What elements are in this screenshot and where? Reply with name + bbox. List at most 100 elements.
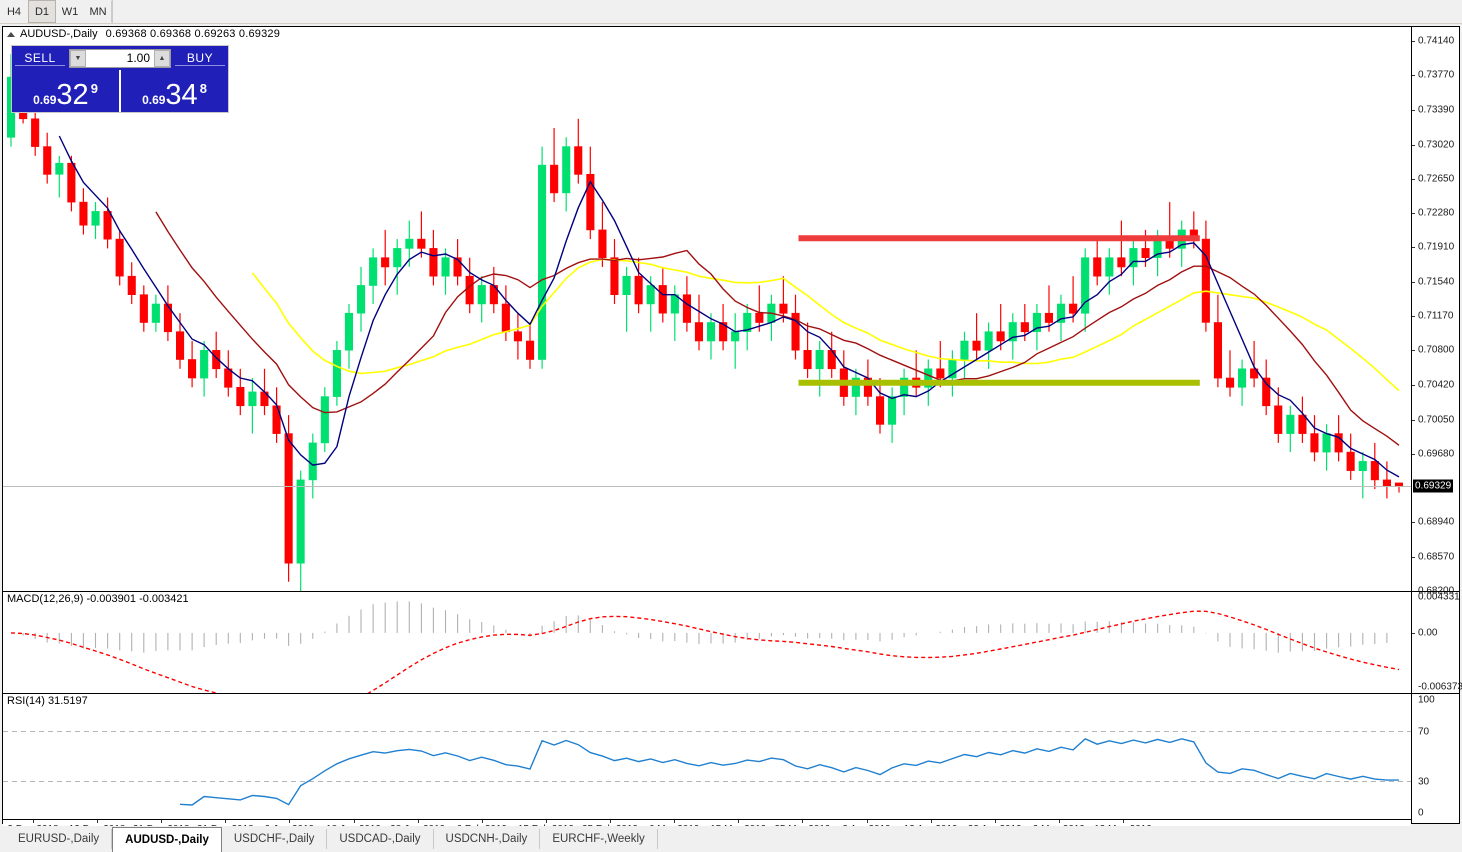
date-tick-mark: [674, 820, 676, 823]
sell-button[interactable]: 0.69 32 9: [12, 70, 119, 112]
date-tick-mark: [930, 820, 932, 823]
date-tick-mark: [1123, 820, 1124, 823]
price-tick-mark: [1412, 281, 1415, 283]
chart-info-line: AUDUSD-,Daily 0.69368 0.69368 0.69263 0.…: [3, 27, 1411, 41]
macd-pane[interactable]: MACD(12,26,9) -0.003901 -0.003421: [3, 591, 1411, 693]
price-tick-mark: [1412, 419, 1415, 421]
macd-tick-mark: [1412, 632, 1415, 634]
volume-input[interactable]: ▼ 1.00 ▲: [69, 48, 171, 68]
chevron-up-icon[interactable]: ▲: [154, 49, 170, 67]
date-tick-mark: [738, 820, 740, 823]
trade-panel-top-row: SELL ▼ 1.00 ▲ BUY: [12, 46, 228, 70]
sell-price-big: 32: [56, 79, 89, 111]
timeframe-w1[interactable]: W1: [56, 0, 84, 23]
price-tick-label: 0.71910: [1418, 241, 1455, 253]
price-tick-label: 0.70420: [1418, 379, 1455, 391]
tab-eurchf-weekly[interactable]: EURCHF-,Weekly: [540, 829, 658, 849]
price-tick-mark: [1412, 350, 1415, 352]
price-tick-label: 0.70050: [1418, 414, 1455, 426]
price-tick-label: 0.69680: [1418, 448, 1455, 460]
price-tick-label: 0.72280: [1418, 207, 1455, 219]
rsi-tick-label: 0: [1418, 807, 1424, 819]
buy-button[interactable]: 0.69 34 8: [119, 70, 228, 112]
price-tick-mark: [1412, 41, 1415, 42]
date-tick-mark: [866, 820, 868, 823]
tab-usdcnh-daily[interactable]: USDCNH-,Daily: [433, 829, 541, 849]
scale-separator: [1412, 693, 1460, 694]
tab-eurusd-daily[interactable]: EURUSD-,Daily: [6, 829, 113, 849]
timeframe-toolbar: H4 D1 W1 MN: [0, 0, 1462, 24]
scale-separator: [1412, 591, 1460, 592]
sell-label[interactable]: SELL: [15, 51, 65, 66]
toolbar-empty-area: [112, 0, 1462, 23]
rsi-pane[interactable]: RSI(14) 31.5197: [3, 693, 1411, 819]
timeframe-d1[interactable]: D1: [28, 0, 56, 23]
date-tick-mark: [1058, 820, 1060, 823]
price-tick-label: 0.68570: [1418, 551, 1455, 563]
buy-price-base: 0.69: [142, 93, 166, 107]
price-tick-label: 0.73020: [1418, 139, 1455, 151]
rsi-tick-label: 100: [1418, 694, 1435, 706]
chart-ohlc-values: 0.69368 0.69368 0.69263 0.69329: [105, 28, 281, 40]
macd-tick-label: 0.004331: [1418, 591, 1460, 603]
macd-label: MACD(12,26,9) -0.003901 -0.003421: [7, 593, 191, 605]
price-tick-mark: [1412, 144, 1415, 146]
rsi-chart-canvas: [3, 731, 1411, 806]
date-tick-mark: [353, 820, 355, 823]
date-tick-mark: [225, 820, 227, 823]
date-tick-mark: [545, 820, 547, 823]
triangle-up-icon[interactable]: [7, 31, 15, 37]
price-pane[interactable]: [3, 41, 1411, 591]
macd-tick-label: 0.00: [1418, 627, 1438, 639]
chart-window: AUDUSD-,Daily 0.69368 0.69368 0.69263 0.…: [2, 26, 1462, 841]
buy-price-big: 34: [165, 79, 198, 111]
date-tick-mark: [802, 820, 804, 823]
macd-chart-canvas: [10, 601, 1400, 693]
price-tick-label: 0.70800: [1418, 344, 1455, 356]
tab-usdchf-daily[interactable]: USDCHF-,Daily: [221, 829, 328, 849]
price-tick-mark: [1412, 75, 1415, 77]
trade-panel-prices: 0.69 32 9 0.69 34 8: [12, 70, 228, 112]
price-tick-label: 0.74140: [1418, 35, 1455, 47]
buy-label[interactable]: BUY: [175, 51, 225, 66]
timeframe-mn[interactable]: MN: [84, 0, 112, 23]
rsi-label: RSI(14) 31.5197: [7, 695, 90, 707]
sell-price-base: 0.69: [33, 93, 57, 107]
chart-tab-bar: EURUSD-,Daily AUDUSD-,Daily USDCHF-,Dail…: [0, 826, 1462, 852]
rsi-tick-label: 30: [1418, 776, 1430, 787]
one-click-trading-panel[interactable]: SELL ▼ 1.00 ▲ BUY 0.69 32 9 0.69 34 8: [11, 45, 229, 113]
price-scale[interactable]: 0.74140 0.73770 0.73390 0.73020 0.72650 0.722…: [1411, 27, 1462, 823]
date-tick-mark: [33, 820, 34, 823]
price-tick-mark: [1412, 385, 1415, 387]
chart-symbol-label: AUDUSD-,Daily: [20, 28, 98, 40]
price-tick-mark: [1412, 556, 1415, 558]
price-tick-mark: [1412, 522, 1415, 524]
volume-value[interactable]: 1.00: [86, 49, 154, 67]
rsi-tick-label: 70: [1418, 726, 1430, 737]
chevron-down-icon[interactable]: ▼: [70, 49, 86, 67]
tab-bar-empty-area: [658, 826, 1462, 852]
price-tick-mark: [1412, 178, 1415, 180]
price-tick-mark: [1412, 213, 1415, 215]
price-tick-label: 0.71170: [1418, 310, 1454, 322]
date-tick-mark: [481, 820, 483, 823]
tab-audusd-daily[interactable]: AUDUSD-,Daily: [112, 827, 222, 852]
price-tick-mark: [1412, 247, 1415, 249]
sell-price-fraction: 9: [90, 81, 98, 96]
buy-price-fraction: 8: [199, 81, 207, 96]
date-tick-mark: [97, 820, 99, 823]
price-tick-label: 0.68940: [1418, 516, 1455, 528]
price-tick-label: 0.71540: [1418, 276, 1455, 288]
date-tick-mark: [994, 820, 996, 823]
price-tick-label: 0.72650: [1418, 173, 1455, 185]
tab-usdcad-daily[interactable]: USDCAD-,Daily: [327, 829, 434, 849]
timeframe-h4[interactable]: H4: [0, 0, 28, 23]
price-tick-mark: [1412, 110, 1415, 112]
price-tick-mark: [1412, 453, 1415, 455]
date-tick-mark: [161, 820, 163, 823]
date-tick-mark: [417, 820, 419, 823]
price-chart-canvas: [3, 54, 1411, 591]
date-tick-mark: [289, 820, 291, 823]
current-price-label: 0.69329: [1413, 479, 1454, 493]
